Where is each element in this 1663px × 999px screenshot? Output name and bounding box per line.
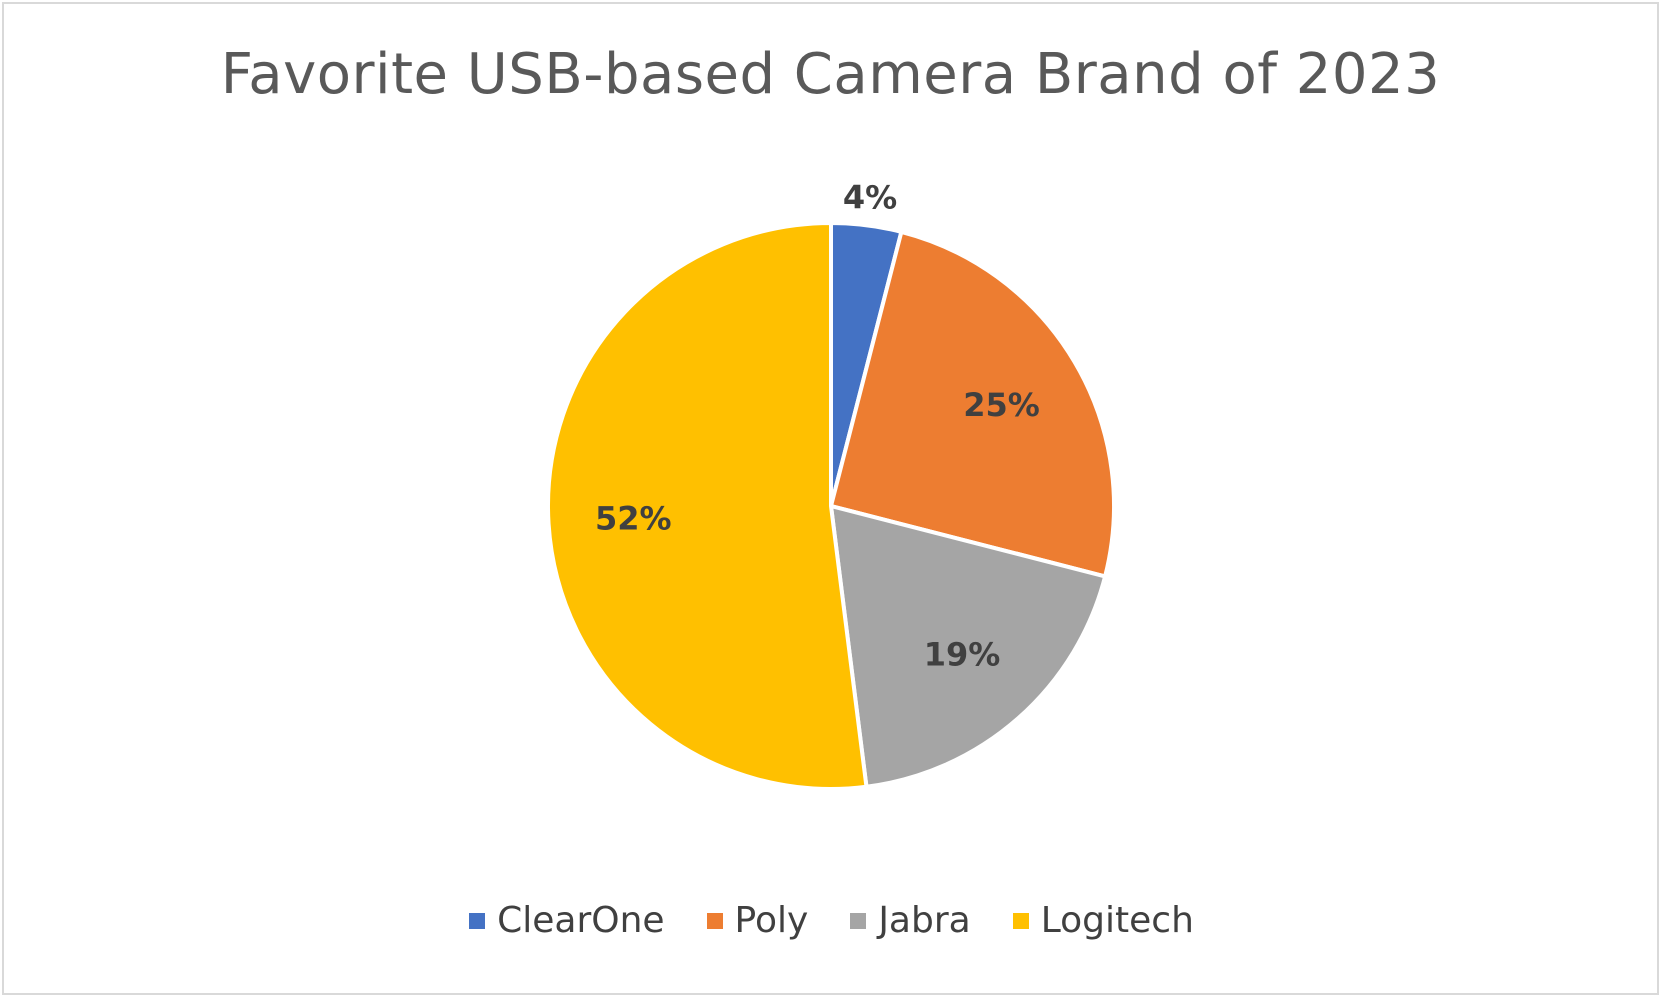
- legend-swatch-clearone: [469, 912, 486, 929]
- data-label-poly: 25%: [963, 386, 1040, 424]
- legend-item-logitech: Logitech: [1012, 900, 1194, 941]
- chart-title: Favorite USB-based Camera Brand of 2023: [220, 42, 1441, 107]
- data-label-logitech: 52%: [595, 499, 672, 537]
- pie-slice-poly: [829, 229, 1116, 579]
- legend-item-jabra: Jabra: [850, 900, 971, 941]
- legend-item-poly: Poly: [706, 900, 809, 941]
- legend-swatch-poly: [706, 912, 723, 929]
- data-label-clearone: 4%: [843, 178, 897, 216]
- legend-swatch-logitech: [1012, 912, 1029, 929]
- legend-label-poly: Poly: [734, 900, 809, 941]
- legend-label-clearone: ClearOne: [497, 900, 665, 941]
- pie-slice-jabra: [829, 504, 1108, 789]
- legend-label-jabra: Jabra: [878, 900, 971, 941]
- legend-item-clearone: ClearOne: [469, 900, 665, 941]
- legend-label-logitech: Logitech: [1040, 900, 1194, 941]
- pie-slice-logitech: [546, 221, 869, 791]
- legend-swatch-jabra: [850, 912, 867, 929]
- chart-legend: ClearOne Poly Jabra Logitech: [0, 900, 1663, 941]
- data-label-jabra: 19%: [924, 636, 1001, 674]
